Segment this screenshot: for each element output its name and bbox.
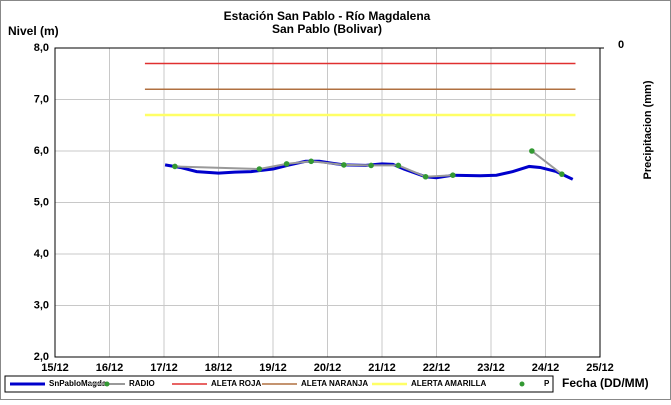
- x-tick-label: 23/12: [477, 362, 505, 374]
- x-tick-label: 15/12: [41, 362, 69, 374]
- legend-label: SnPabloMagda: [49, 379, 107, 388]
- series-marker: [308, 158, 314, 165]
- plot-area: [54, 47, 601, 358]
- legend-label: ALERTA AMARILLA: [411, 379, 486, 388]
- legend-label: ALETA NARANJA: [301, 379, 368, 388]
- legend-label: ALETA ROJA: [211, 379, 261, 388]
- y-tick-label: 4,0: [34, 248, 49, 260]
- x-tick-label: 17/12: [150, 362, 178, 374]
- legend-label: P: [544, 379, 550, 388]
- series-marker: [422, 173, 429, 180]
- y2-axis-label: Precipitacion (mm): [642, 80, 654, 179]
- series-marker: [559, 171, 565, 177]
- series-marker: [395, 162, 402, 169]
- legend-marker: [519, 381, 525, 387]
- series-marker: [341, 162, 347, 168]
- series-marker: [172, 163, 178, 170]
- x-axis-label: Fecha (DD/MM): [562, 376, 649, 390]
- chart-title: Estación San Pablo - Río Magdalena: [224, 9, 431, 23]
- series-marker: [450, 172, 456, 179]
- x-tick-label: 25/12: [586, 362, 614, 374]
- x-tick-label: 24/12: [532, 362, 560, 374]
- series-marker: [368, 162, 374, 169]
- y-tick-label: 6,0: [34, 145, 49, 157]
- y-tick-label: 3,0: [34, 299, 49, 311]
- x-tick-label: 21/12: [368, 362, 396, 374]
- series-marker: [529, 148, 535, 154]
- series-marker: [256, 166, 263, 172]
- series-line: [531, 150, 563, 175]
- legend-marker: [104, 381, 110, 387]
- chart-subtitle: San Pablo (Bolivar): [272, 22, 382, 36]
- y-tick-label: 8,0: [34, 42, 49, 54]
- x-tick-label: 20/12: [314, 362, 342, 374]
- x-tick-label: 18/12: [205, 362, 233, 374]
- x-tick-label: 22/12: [423, 362, 451, 374]
- y-tick-label: 2,0: [34, 351, 49, 363]
- series-marker: [283, 161, 290, 167]
- y-tick-label: 5,0: [34, 196, 49, 208]
- x-tick-label: 19/12: [259, 362, 287, 374]
- x-tick-label: 16/12: [96, 362, 124, 374]
- y2-tick-label: 0: [618, 39, 624, 51]
- legend-label: RADIO: [129, 379, 155, 388]
- y-axis-label: Nivel (m): [8, 24, 59, 38]
- y-tick-label: 7,0: [34, 93, 49, 105]
